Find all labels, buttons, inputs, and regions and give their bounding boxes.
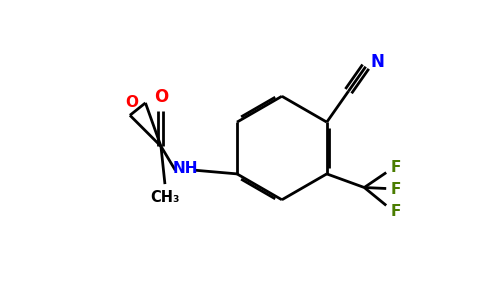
Text: F: F <box>391 182 401 197</box>
Text: O: O <box>154 88 168 106</box>
Text: NH: NH <box>172 161 198 176</box>
Text: CH₃: CH₃ <box>150 190 180 205</box>
Text: F: F <box>391 204 401 219</box>
Text: N: N <box>371 53 385 71</box>
Text: O: O <box>125 95 138 110</box>
Text: F: F <box>391 160 401 175</box>
